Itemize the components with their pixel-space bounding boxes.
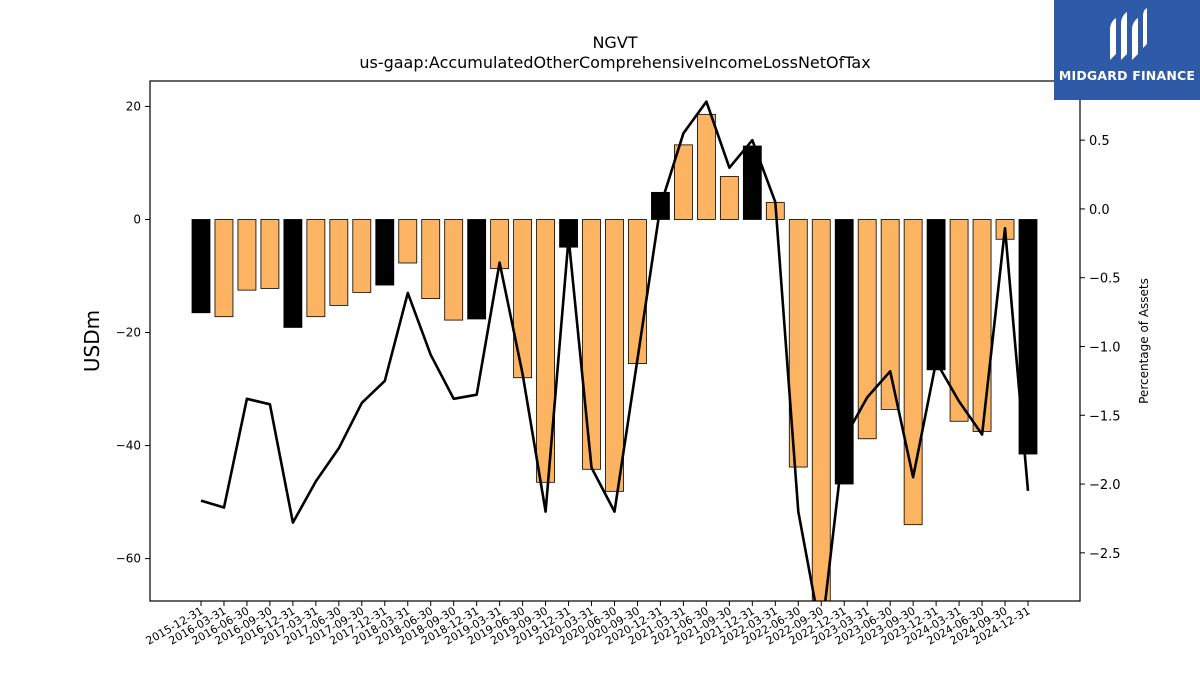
y2-tick-label: 0.5 <box>1089 134 1110 149</box>
bar-2020-09-30 <box>628 219 647 365</box>
midgard-finance-logo: MIDGARD FINANCE <box>1054 0 1200 100</box>
bar-2017-06-30 <box>329 219 349 306</box>
bar-2024-12-31 <box>1018 219 1038 455</box>
y-axis-label: USDm <box>80 310 104 372</box>
bar-2017-09-30 <box>352 219 372 293</box>
bars <box>191 113 1038 601</box>
bar-2017-03-31 <box>306 219 326 318</box>
y-axis-ticks: 20 0 −20 −40 −60 <box>116 99 150 566</box>
y2-axis-ticks: 0.5 0.0 −0.5 −1.0 −1.5 −2.0 −2.5 <box>1080 134 1121 562</box>
bar-2015-12-31 <box>191 219 211 314</box>
bar-2018-03-31 <box>398 219 418 264</box>
y2-axis-label: Percentage of Assets <box>1137 278 1151 404</box>
y2-tick-label: −1.0 <box>1089 341 1121 356</box>
y-tick-label: 0 <box>133 212 141 226</box>
bar-2023-06-30 <box>880 219 900 410</box>
bar-2022-09-30 <box>811 219 831 601</box>
bar-2016-09-30 <box>260 219 280 289</box>
y-tick-label: −20 <box>116 326 141 340</box>
bar-2023-12-31 <box>926 219 946 371</box>
y2-tick-label: −1.5 <box>1089 409 1121 424</box>
bar-2024-03-31 <box>949 219 969 422</box>
bar-2020-06-30 <box>605 219 624 492</box>
bar-2018-09-30 <box>444 219 464 321</box>
percentage-line <box>200 100 1030 601</box>
y2-tick-label: −2.0 <box>1089 478 1121 493</box>
x-axis-ticks: 2015-12-312016-03-312016-06-302016-09-30… <box>144 601 1033 648</box>
bar-2023-09-30 <box>903 219 923 526</box>
bar-2016-03-31 <box>214 219 234 318</box>
y-tick-label: 20 <box>126 99 141 113</box>
y2-tick-label: −0.5 <box>1089 272 1121 287</box>
y-tick-label: −40 <box>116 439 141 453</box>
y2-tick-label: −2.5 <box>1089 547 1121 562</box>
bar-2021-06-30 <box>696 113 716 220</box>
bar-2019-09-30 <box>536 219 555 483</box>
y2-tick-label: 0.0 <box>1089 203 1110 218</box>
bar-2021-03-31 <box>674 144 693 220</box>
logo-text: MIDGARD FINANCE <box>1058 68 1196 83</box>
percentage-line-group <box>200 100 1030 601</box>
bar-2017-12-31 <box>375 219 395 286</box>
bar-2020-03-31 <box>582 219 601 470</box>
bar-2023-03-31 <box>857 219 877 440</box>
bar-2021-12-31 <box>742 145 762 220</box>
y-tick-label: −60 <box>116 552 141 566</box>
bar-2016-12-31 <box>283 219 303 328</box>
bar-2021-09-30 <box>719 176 739 220</box>
chart-subtitle: us-gaap:AccumulatedOtherComprehensiveInc… <box>359 53 870 72</box>
bar-2019-03-31 <box>490 219 510 270</box>
bar-2022-06-30 <box>788 219 808 468</box>
bar-2024-06-30 <box>972 219 992 432</box>
bar-2022-12-31 <box>834 219 854 485</box>
bar-2018-06-30 <box>421 219 441 300</box>
midgard-logo-icon <box>1110 8 1147 60</box>
bar-2019-06-30 <box>513 219 533 379</box>
bar-2016-06-30 <box>237 219 257 291</box>
bar-2018-12-31 <box>467 219 487 320</box>
chart-title: NGVT <box>592 33 637 52</box>
